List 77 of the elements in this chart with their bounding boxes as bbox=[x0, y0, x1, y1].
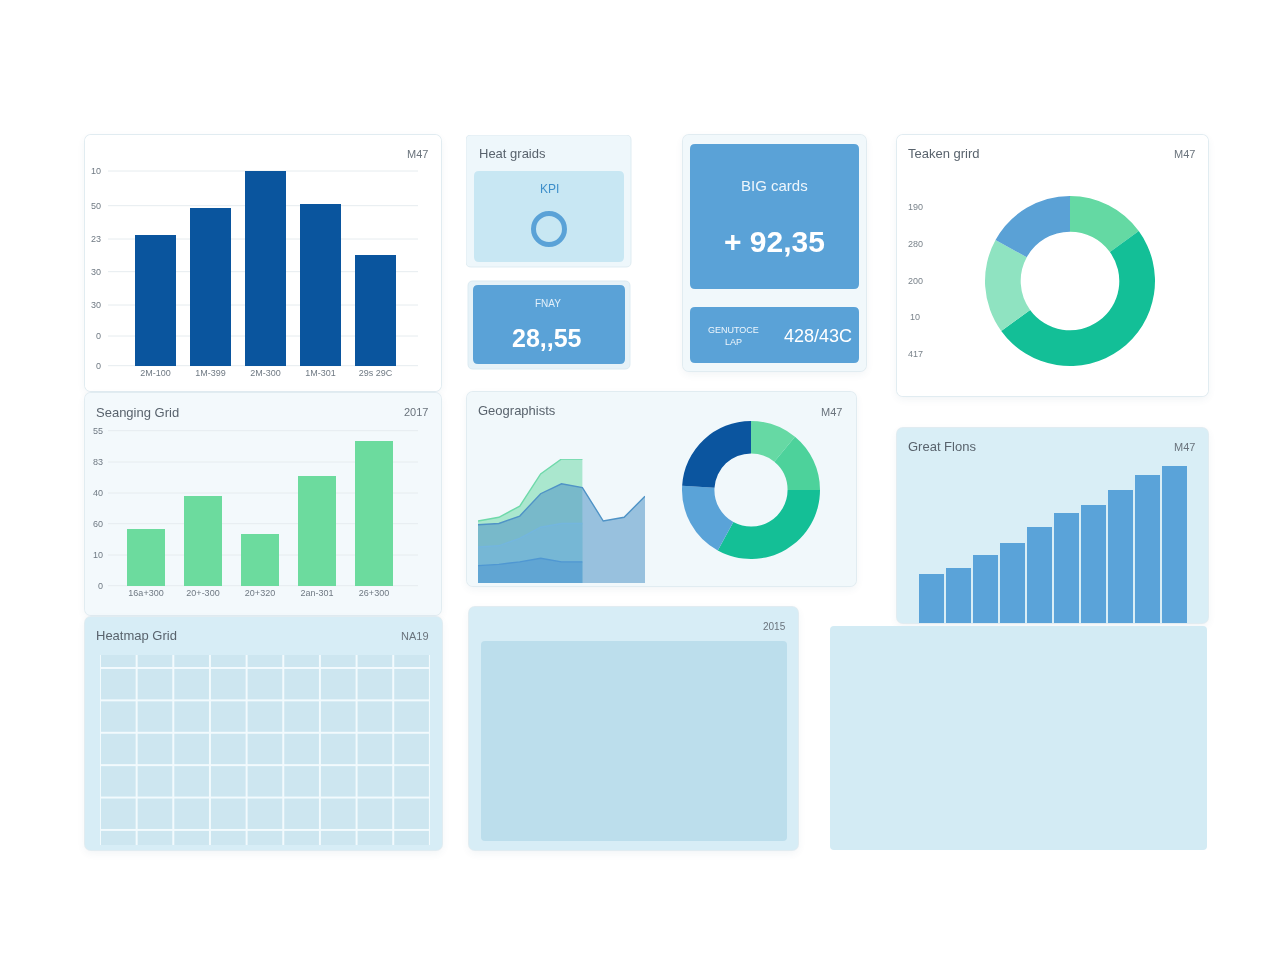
bar bbox=[945, 568, 972, 623]
bar bbox=[244, 171, 287, 366]
text: 2015 bbox=[763, 621, 786, 632]
text: 30 bbox=[91, 300, 102, 310]
donut-slice bbox=[985, 240, 1031, 331]
bar bbox=[183, 496, 223, 586]
donut-slice bbox=[751, 421, 795, 462]
donut-slice bbox=[682, 485, 734, 551]
chart-title: Teaken grird bbox=[908, 146, 980, 161]
text: 23 bbox=[91, 234, 102, 244]
text: 428/43C bbox=[784, 326, 853, 346]
x-tick-label: 1M-399 bbox=[195, 368, 226, 378]
bar bbox=[134, 235, 177, 366]
text: NA19 bbox=[401, 630, 429, 642]
x-tick-label: 2an-301 bbox=[300, 588, 334, 598]
text: KPI bbox=[540, 182, 560, 196]
bar bbox=[1134, 475, 1161, 623]
text: M47 bbox=[1174, 148, 1196, 160]
chart-subtitle: M47 bbox=[1174, 441, 1196, 453]
bar bbox=[189, 208, 232, 366]
chart-subtitle: 2017 bbox=[404, 406, 429, 418]
donut-slice bbox=[774, 436, 820, 490]
text: 0 bbox=[96, 331, 102, 341]
donut-slice bbox=[995, 196, 1070, 258]
bar bbox=[972, 555, 999, 623]
chart-title: Seanging Grid bbox=[96, 405, 180, 420]
text: BIG cards bbox=[741, 177, 808, 194]
x-tick-label: 1M-301 bbox=[305, 368, 336, 378]
x-tick-label: 26+300 bbox=[358, 588, 390, 598]
chart-title: Great Flons bbox=[908, 439, 977, 454]
text: 60 bbox=[93, 519, 104, 529]
text: 28,,55 bbox=[512, 324, 582, 352]
x-tick-label: 16a+300 bbox=[128, 588, 164, 598]
bar bbox=[1026, 527, 1053, 623]
text: 50 bbox=[91, 201, 102, 211]
text: 10 bbox=[91, 166, 102, 176]
text: 30 bbox=[91, 267, 102, 277]
text: 10 bbox=[910, 312, 921, 322]
chart-subtitle: M47 bbox=[821, 406, 843, 418]
text: 200 bbox=[908, 276, 924, 286]
text: 83 bbox=[93, 457, 104, 467]
bar bbox=[1053, 513, 1080, 623]
text: Heat graids bbox=[479, 146, 546, 161]
bar bbox=[1161, 466, 1188, 623]
text: 55 bbox=[93, 426, 104, 436]
text: + 92,35 bbox=[724, 225, 825, 258]
bar bbox=[354, 254, 397, 366]
donut-slice bbox=[682, 421, 751, 488]
text: 40 bbox=[93, 488, 104, 498]
x-tick-label: 20+-300 bbox=[186, 588, 220, 598]
text: 0 bbox=[96, 361, 102, 371]
bar bbox=[354, 441, 394, 586]
x-tick-label: 20+320 bbox=[244, 588, 276, 598]
donut-slice bbox=[1001, 231, 1155, 366]
text: 417 bbox=[908, 349, 924, 359]
bar bbox=[297, 475, 337, 586]
bar bbox=[126, 529, 166, 586]
x-tick-label: 29s 29C bbox=[358, 368, 393, 378]
donut-slice bbox=[717, 490, 820, 559]
bar bbox=[299, 204, 342, 366]
text: Heatmap Grid bbox=[96, 628, 177, 643]
bar bbox=[918, 574, 945, 623]
chart-subtitle: M47 bbox=[407, 148, 429, 160]
chart-title: Geographists bbox=[478, 403, 556, 418]
text: 10 bbox=[93, 550, 104, 560]
text: GENUTOCE LAP bbox=[708, 325, 759, 347]
bar bbox=[1080, 505, 1107, 623]
x-tick-label: 2M-300 bbox=[250, 368, 281, 378]
text: 190 bbox=[908, 202, 924, 212]
text: 280 bbox=[908, 239, 924, 249]
bar bbox=[999, 542, 1026, 623]
x-tick-label: 2M-100 bbox=[140, 368, 171, 378]
text: 0 bbox=[98, 581, 104, 591]
text: FNAY bbox=[535, 298, 562, 309]
bar bbox=[1107, 489, 1134, 623]
bar bbox=[240, 533, 280, 586]
donut-slice bbox=[1070, 196, 1139, 253]
